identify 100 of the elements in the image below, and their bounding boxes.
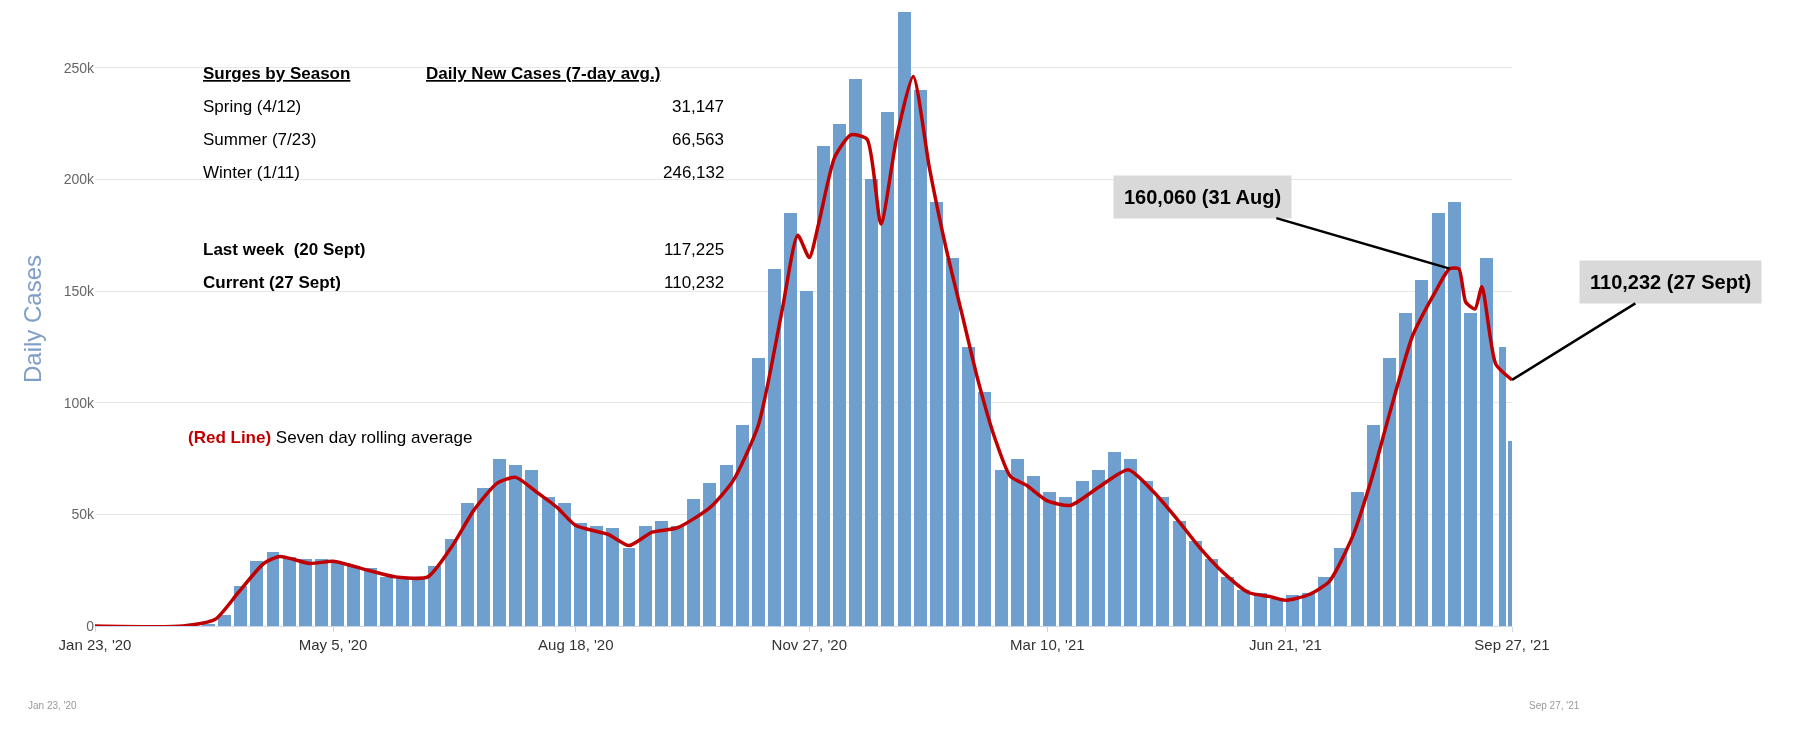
- bar: [995, 470, 1008, 626]
- bar: [671, 526, 684, 626]
- annotation: (Red Line) Seven day rolling average: [188, 428, 473, 447]
- bar: [1011, 459, 1024, 626]
- bar: [380, 577, 393, 626]
- x-tick-label: Nov 27, '20: [771, 636, 847, 653]
- bar: [1076, 481, 1089, 626]
- bar: [881, 112, 894, 626]
- bar: [445, 539, 457, 626]
- bar: [1432, 213, 1445, 626]
- annotation: 31,147: [672, 97, 724, 116]
- bar: [736, 425, 749, 626]
- bar: [1156, 497, 1169, 626]
- bar: [720, 465, 733, 626]
- bar: [1367, 425, 1380, 626]
- y-axis-title: Daily Cases: [18, 254, 46, 384]
- bar: [962, 347, 975, 626]
- bar: [364, 568, 377, 626]
- bar: [623, 548, 635, 626]
- bar: [1464, 313, 1477, 626]
- bar: [299, 559, 312, 626]
- bar: [1480, 258, 1493, 626]
- bar: [898, 12, 911, 626]
- bar: [687, 499, 700, 626]
- x-tick-label: May 5, '20: [298, 636, 368, 653]
- bar: [218, 615, 231, 626]
- x-tick-label: Jan 23, '20: [58, 636, 132, 653]
- annotation: Spring (4/12): [203, 97, 302, 116]
- bar: [315, 559, 328, 626]
- bar: [1237, 590, 1250, 626]
- bar: [1140, 481, 1153, 626]
- bar: [606, 528, 619, 626]
- y-tick-label: 50k: [71, 506, 95, 523]
- bar: [768, 269, 781, 626]
- annotation: 110,232: [664, 273, 725, 292]
- bar: [655, 521, 668, 626]
- bar: [542, 497, 555, 626]
- bar: [1173, 521, 1186, 626]
- bar: [1027, 476, 1040, 626]
- x-tick-label: Jun 21, '21: [1249, 636, 1322, 653]
- y-tick-label: 200k: [63, 171, 95, 188]
- bar: [509, 465, 522, 626]
- y-tick-label: 150k: [63, 282, 95, 299]
- bar: [331, 563, 344, 626]
- annotation: 246,132: [663, 163, 725, 182]
- bar: [396, 577, 409, 626]
- bar: [558, 503, 571, 626]
- bar: [914, 90, 927, 626]
- bar: [1383, 358, 1396, 626]
- bar: [752, 358, 765, 626]
- bar: [849, 79, 862, 626]
- bar: [477, 488, 490, 626]
- text: Jan 23, '20: [28, 700, 78, 711]
- x-tick-label: Aug 18, '20: [538, 636, 614, 653]
- annotation: Current (27 Sept): [203, 273, 341, 292]
- annotation: 160,060 (31 Aug): [1124, 186, 1282, 208]
- bar: [1124, 459, 1137, 626]
- bar: [1059, 497, 1072, 626]
- bar: [1270, 599, 1283, 626]
- bar: [1205, 559, 1218, 626]
- bar: [525, 470, 538, 626]
- bar: [1221, 577, 1234, 626]
- bar: [800, 291, 813, 626]
- bar: [250, 561, 263, 626]
- bar: [865, 179, 878, 626]
- annotation: 66,563: [672, 130, 724, 149]
- bar: [1448, 202, 1461, 626]
- bar: [1334, 548, 1347, 626]
- bar: [1318, 577, 1331, 626]
- bar: [1302, 593, 1315, 626]
- bar: [493, 459, 506, 626]
- bar: [590, 526, 603, 626]
- y-tick-label: 250k: [63, 59, 95, 76]
- annotation: Winter (1/11): [203, 163, 300, 182]
- bar: [1399, 313, 1412, 626]
- bar: [639, 526, 652, 626]
- bar: [267, 552, 279, 626]
- bar: [978, 392, 991, 626]
- bar: [703, 483, 716, 626]
- bar: [461, 503, 474, 626]
- annotation: Surges by Season: [203, 64, 351, 83]
- x-tick-label: Sep 27, '21: [1474, 636, 1550, 653]
- bar: [784, 213, 797, 626]
- bar: [428, 566, 441, 626]
- bar: [1092, 470, 1105, 626]
- bar: [946, 258, 959, 626]
- bar: [412, 577, 425, 626]
- bar: [574, 523, 587, 626]
- bar: [1108, 452, 1121, 626]
- bar: [1351, 492, 1364, 626]
- annotation: 117,225: [664, 240, 725, 259]
- bar: [347, 566, 360, 626]
- bar: [817, 146, 830, 626]
- annotation: Daily New Cases (7-day avg.): [426, 64, 661, 83]
- bar: [833, 124, 846, 626]
- annotation: 110,232 (27 Sept): [1590, 271, 1752, 293]
- bar: [1043, 492, 1056, 626]
- bar: [1415, 280, 1428, 626]
- annotation: Summer (7/23): [203, 130, 317, 149]
- bar: [930, 202, 943, 626]
